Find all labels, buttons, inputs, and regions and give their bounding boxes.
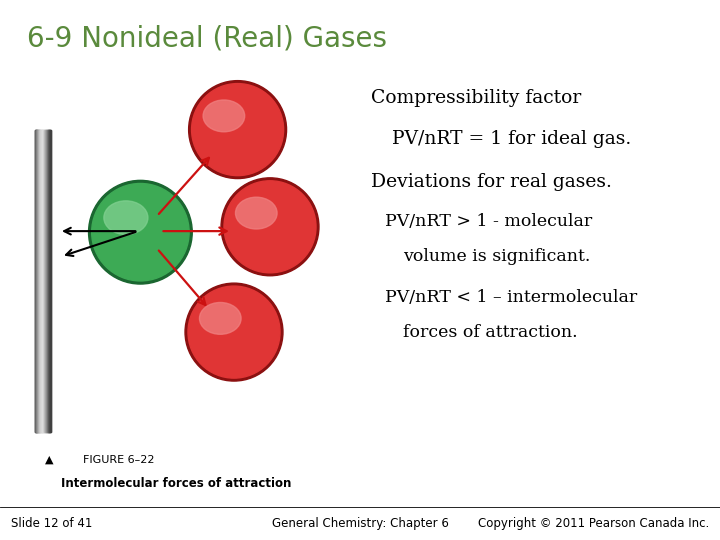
Bar <box>42 130 43 432</box>
Bar <box>44 130 45 432</box>
Text: Deviations for real gases.: Deviations for real gases. <box>371 173 612 191</box>
Text: 6-9 Nonideal (Real) Gases: 6-9 Nonideal (Real) Gases <box>27 24 387 52</box>
Bar <box>42 130 43 432</box>
Bar <box>36 130 37 432</box>
Ellipse shape <box>192 84 284 176</box>
Ellipse shape <box>235 197 277 229</box>
Bar <box>43 130 44 432</box>
Bar <box>47 130 48 432</box>
Bar <box>46 130 48 432</box>
Bar <box>39 130 40 432</box>
Ellipse shape <box>185 283 283 381</box>
Bar <box>48 130 49 432</box>
Bar <box>35 130 36 432</box>
Bar <box>43 130 45 432</box>
Bar <box>37 130 39 432</box>
Text: FIGURE 6–22: FIGURE 6–22 <box>83 455 154 465</box>
Bar <box>37 130 38 432</box>
Ellipse shape <box>189 80 287 179</box>
Bar <box>45 130 47 432</box>
Text: ▲: ▲ <box>45 455 54 465</box>
Ellipse shape <box>221 178 319 276</box>
Bar <box>45 130 46 432</box>
Ellipse shape <box>199 302 241 334</box>
Bar <box>50 130 51 432</box>
Text: PV/nRT = 1 for ideal gas.: PV/nRT = 1 for ideal gas. <box>392 130 631 147</box>
Text: volume is significant.: volume is significant. <box>403 248 590 265</box>
Bar <box>40 130 41 432</box>
Ellipse shape <box>89 180 192 284</box>
Bar <box>41 130 42 432</box>
Text: Copyright © 2011 Pearson Canada Inc.: Copyright © 2011 Pearson Canada Inc. <box>478 517 709 530</box>
Bar <box>37 130 38 432</box>
Bar <box>38 130 39 432</box>
Bar <box>46 130 47 432</box>
Bar <box>48 130 49 432</box>
Bar <box>45 130 46 432</box>
Text: PV/nRT < 1 – intermolecular: PV/nRT < 1 – intermolecular <box>385 289 637 306</box>
Bar <box>48 130 50 432</box>
Text: PV/nRT > 1 - molecular: PV/nRT > 1 - molecular <box>385 213 593 230</box>
Bar <box>35 130 37 432</box>
Bar <box>38 130 40 432</box>
Ellipse shape <box>203 100 245 132</box>
Bar <box>42 130 44 432</box>
Bar <box>49 130 50 432</box>
Ellipse shape <box>188 286 280 378</box>
Ellipse shape <box>224 181 316 273</box>
Bar <box>40 130 41 432</box>
Text: General Chemistry: Chapter 6: General Chemistry: Chapter 6 <box>271 517 449 530</box>
Bar <box>36 130 37 432</box>
Bar <box>39 130 40 432</box>
Bar <box>40 130 42 432</box>
Ellipse shape <box>104 201 148 234</box>
Bar <box>44 130 45 432</box>
Text: forces of attraction.: forces of attraction. <box>403 324 578 341</box>
Bar <box>42 130 43 432</box>
Text: Slide 12 of 41: Slide 12 of 41 <box>11 517 92 530</box>
Bar <box>47 130 48 432</box>
Bar <box>50 130 51 432</box>
Bar <box>41 130 42 432</box>
Text: Intermolecular forces of attraction: Intermolecular forces of attraction <box>61 477 292 490</box>
Bar <box>35 130 36 432</box>
Bar <box>49 130 50 432</box>
Ellipse shape <box>91 184 189 281</box>
Text: Compressibility factor: Compressibility factor <box>371 89 581 107</box>
Bar <box>45 130 46 432</box>
Bar <box>37 130 38 432</box>
